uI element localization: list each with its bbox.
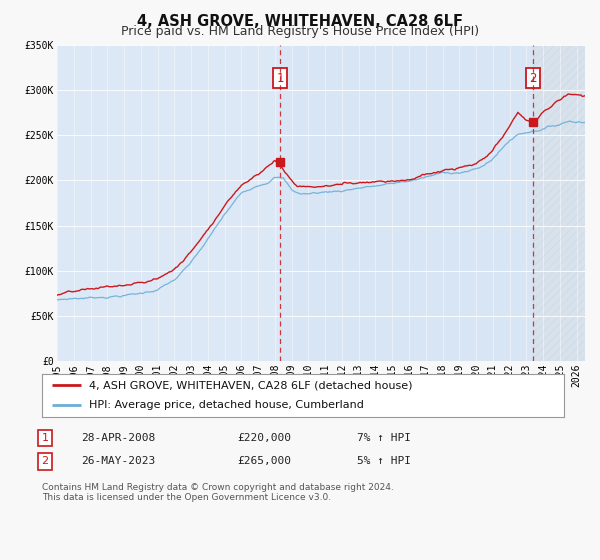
Bar	[533, 45, 585, 361]
Text: 4, ASH GROVE, WHITEHAVEN, CA28 6LF (detached house): 4, ASH GROVE, WHITEHAVEN, CA28 6LF (deta…	[89, 380, 412, 390]
Bar	[280, 45, 533, 361]
Text: £220,000: £220,000	[237, 433, 291, 443]
Text: HPI: Average price, detached house, Cumberland: HPI: Average price, detached house, Cumb…	[89, 400, 364, 410]
Text: 2: 2	[41, 456, 49, 466]
Text: £265,000: £265,000	[237, 456, 291, 466]
Text: 28-APR-2008: 28-APR-2008	[81, 433, 155, 443]
Text: 5% ↑ HPI: 5% ↑ HPI	[357, 456, 411, 466]
Text: 1: 1	[41, 433, 49, 443]
Text: 1: 1	[277, 72, 284, 85]
Text: 26-MAY-2023: 26-MAY-2023	[81, 456, 155, 466]
Text: 4, ASH GROVE, WHITEHAVEN, CA28 6LF: 4, ASH GROVE, WHITEHAVEN, CA28 6LF	[137, 14, 463, 29]
Text: Contains HM Land Registry data © Crown copyright and database right 2024.
This d: Contains HM Land Registry data © Crown c…	[42, 483, 394, 502]
Text: 7% ↑ HPI: 7% ↑ HPI	[357, 433, 411, 443]
Text: Price paid vs. HM Land Registry's House Price Index (HPI): Price paid vs. HM Land Registry's House …	[121, 25, 479, 38]
Text: 2: 2	[530, 72, 537, 85]
